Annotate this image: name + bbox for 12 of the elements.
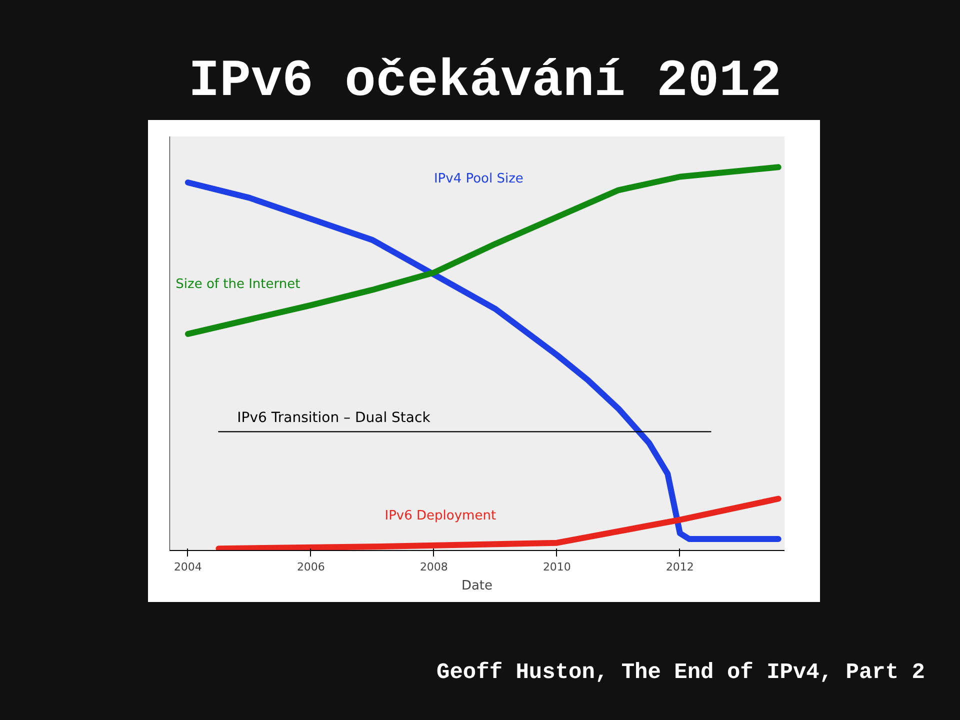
x-axis-title: Date [461,578,493,594]
series-label: Size of the Internet [176,276,300,292]
x-tick-label: 2012 [666,560,694,574]
chart-title: IPv6 očekávání 2012 [188,51,782,113]
x-tick-label: 2006 [296,560,325,574]
series-label: IPv6 Deployment [384,508,496,524]
x-tick-label: 2010 [542,560,571,574]
text: IPv4 Pool Size [434,171,524,186]
x-tick-label: 2004 [174,560,202,574]
text: Geoff Huston, The End of IPv4, Part 2 [436,659,925,687]
annotation: IPv6 Transition – Dual Stack [237,410,432,426]
x-tick-label: 2008 [420,560,448,574]
